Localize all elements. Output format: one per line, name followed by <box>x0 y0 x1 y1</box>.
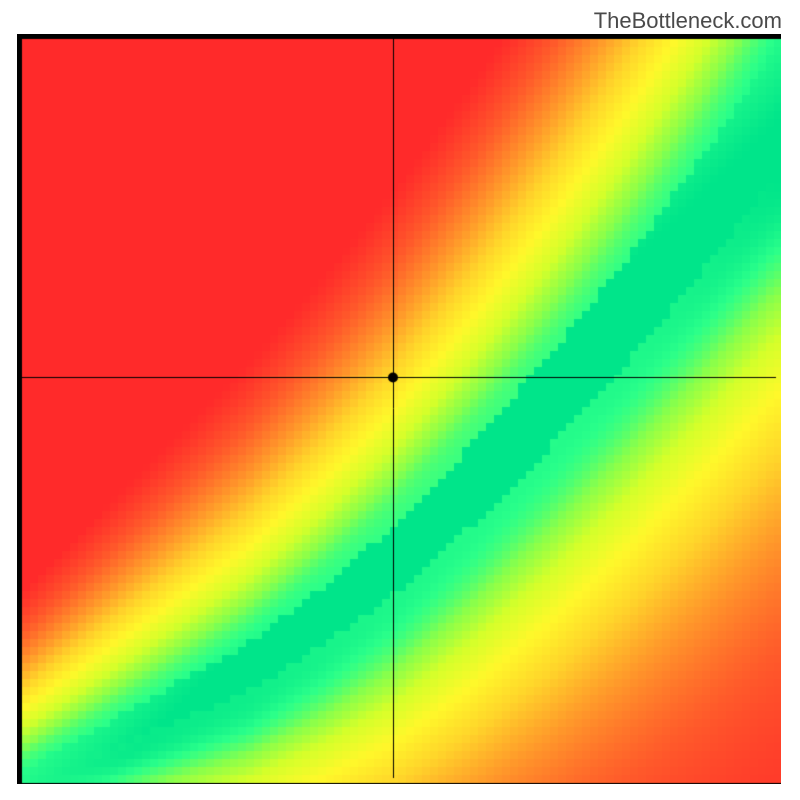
heatmap-plot-area <box>17 34 781 784</box>
heatmap-canvas <box>17 34 781 784</box>
watermark-text: TheBottleneck.com <box>594 8 782 34</box>
chart-container: TheBottleneck.com <box>0 0 800 800</box>
